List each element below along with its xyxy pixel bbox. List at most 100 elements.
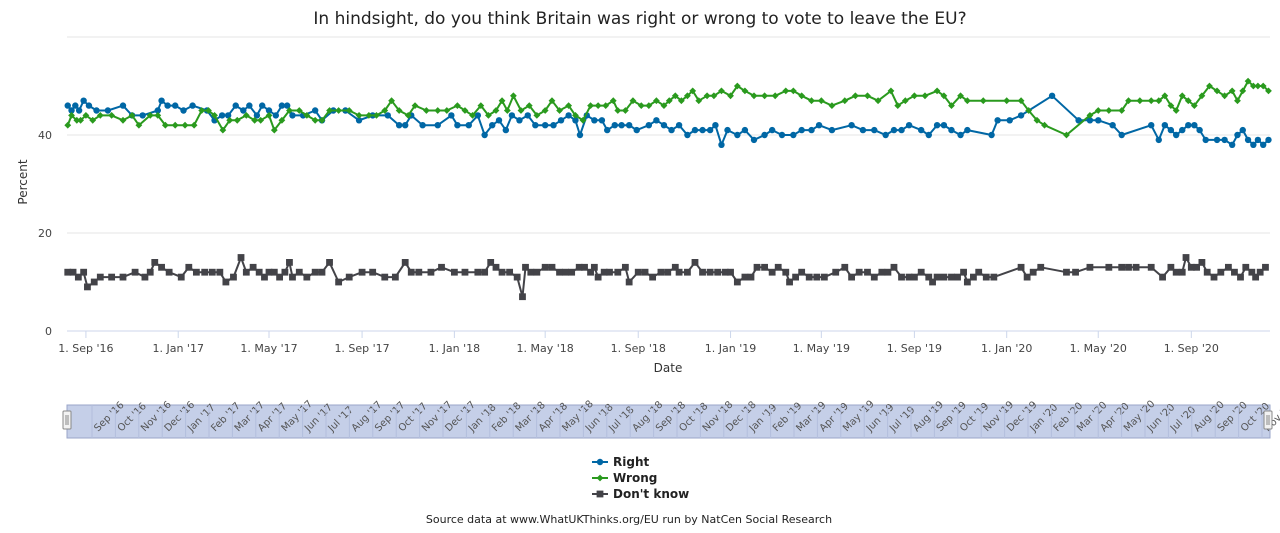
don-t-know-point (590, 263, 598, 271)
wrong-point (782, 87, 790, 95)
don-t-know-point (990, 273, 998, 281)
right-point (964, 126, 971, 134)
wrong-point (718, 87, 725, 95)
legend-label: Right (613, 455, 649, 469)
right-point (890, 126, 898, 134)
wrong-point (1086, 112, 1094, 119)
don-t-know-point (216, 268, 224, 276)
right-point (395, 122, 403, 129)
don-t-know-point (960, 268, 967, 276)
don-t-know-point (1118, 263, 1126, 271)
y-axis-ticks: 0 20 40 (38, 129, 52, 338)
don-t-know-point (165, 268, 173, 276)
wrong-point (660, 102, 668, 109)
don-t-know-line (67, 256, 1267, 298)
right-point (994, 117, 1001, 124)
right-point (1259, 141, 1267, 148)
navigator-handle-left[interactable] (62, 410, 72, 430)
don-t-know-point (721, 268, 729, 276)
don-t-know-point (427, 268, 435, 276)
don-t-know-point (1037, 263, 1045, 271)
right-point (189, 102, 196, 109)
right-point (240, 107, 247, 114)
wrong-point (572, 112, 579, 119)
don-t-know-point (675, 268, 683, 276)
right-point (611, 122, 618, 129)
right-point (576, 131, 584, 139)
don-t-know-point (326, 259, 333, 266)
right-point (1086, 117, 1094, 124)
don-t-know-point (556, 268, 563, 276)
don-t-know-point (975, 268, 983, 276)
don-t-know-point (74, 273, 82, 281)
don-t-know-point (265, 268, 273, 276)
legend-item-wrong[interactable]: Wrong (592, 471, 657, 485)
x-tick-label: 1. May '20 (1070, 342, 1127, 355)
right-point (778, 131, 786, 139)
right-point (541, 122, 549, 129)
wrong-point (652, 97, 660, 105)
right-point (532, 122, 539, 129)
right-point (1265, 136, 1272, 144)
don-t-know-point (335, 278, 343, 286)
wrong-point (1178, 92, 1186, 100)
right-point (80, 97, 87, 104)
legend-item-don-t-know[interactable]: Don't know (592, 487, 689, 501)
gridlines (67, 36, 1270, 234)
navigator-handle-right[interactable] (1263, 410, 1273, 430)
wrong-point (665, 97, 673, 105)
wrong-point (1155, 97, 1163, 105)
right-point (768, 126, 776, 134)
don-t-know-point (614, 268, 622, 276)
don-t-know-point (1217, 268, 1225, 276)
wrong-point (710, 92, 718, 100)
wrong-point (233, 116, 241, 124)
x-tick-label: 1. Jan '19 (705, 342, 756, 355)
wrong-point (242, 112, 250, 119)
don-t-know-point (870, 273, 878, 281)
right-point (808, 126, 815, 134)
wrong-point (211, 112, 218, 119)
wrong-point (335, 107, 343, 114)
wrong-point (1003, 97, 1011, 105)
wrong-point (270, 126, 278, 134)
wrong-point (485, 112, 492, 119)
navigator-track[interactable] (66, 404, 1271, 439)
don-t-know-point (805, 273, 813, 281)
don-t-know-point (905, 273, 913, 281)
legend-item-right[interactable]: Right (592, 455, 649, 469)
right-point (164, 102, 171, 109)
don-t-know-point (832, 268, 840, 276)
wrong-point (594, 102, 602, 109)
wrong-point (251, 116, 259, 124)
don-t-know-point (141, 273, 149, 281)
right-point (724, 126, 731, 134)
wrong-point (750, 92, 758, 100)
wrong-point (205, 107, 212, 114)
wrong-point (1244, 77, 1252, 85)
don-t-know-point (237, 254, 245, 261)
wrong-point (1094, 107, 1102, 114)
right-point (1172, 131, 1180, 139)
right-point (848, 122, 855, 129)
wrong-point (1190, 102, 1198, 109)
don-t-know-point (864, 268, 871, 276)
x-tick-label: 1. Sep '17 (334, 342, 389, 355)
wrong-point (1017, 97, 1025, 105)
wrong-point (265, 112, 273, 119)
right-point (734, 131, 741, 139)
wrong-point (469, 112, 476, 119)
right-point (64, 102, 71, 109)
right-series (64, 92, 1272, 148)
right-point (598, 117, 606, 124)
don-t-know-point (1125, 263, 1132, 271)
wrong-point (1118, 107, 1126, 114)
don-t-know-point (562, 268, 570, 276)
right-point (1179, 126, 1186, 134)
don-t-know-point (151, 259, 159, 266)
don-t-know-point (1172, 268, 1180, 276)
don-t-know-point (474, 268, 482, 276)
wrong-point (1184, 97, 1192, 105)
don-t-know-point (884, 268, 892, 276)
